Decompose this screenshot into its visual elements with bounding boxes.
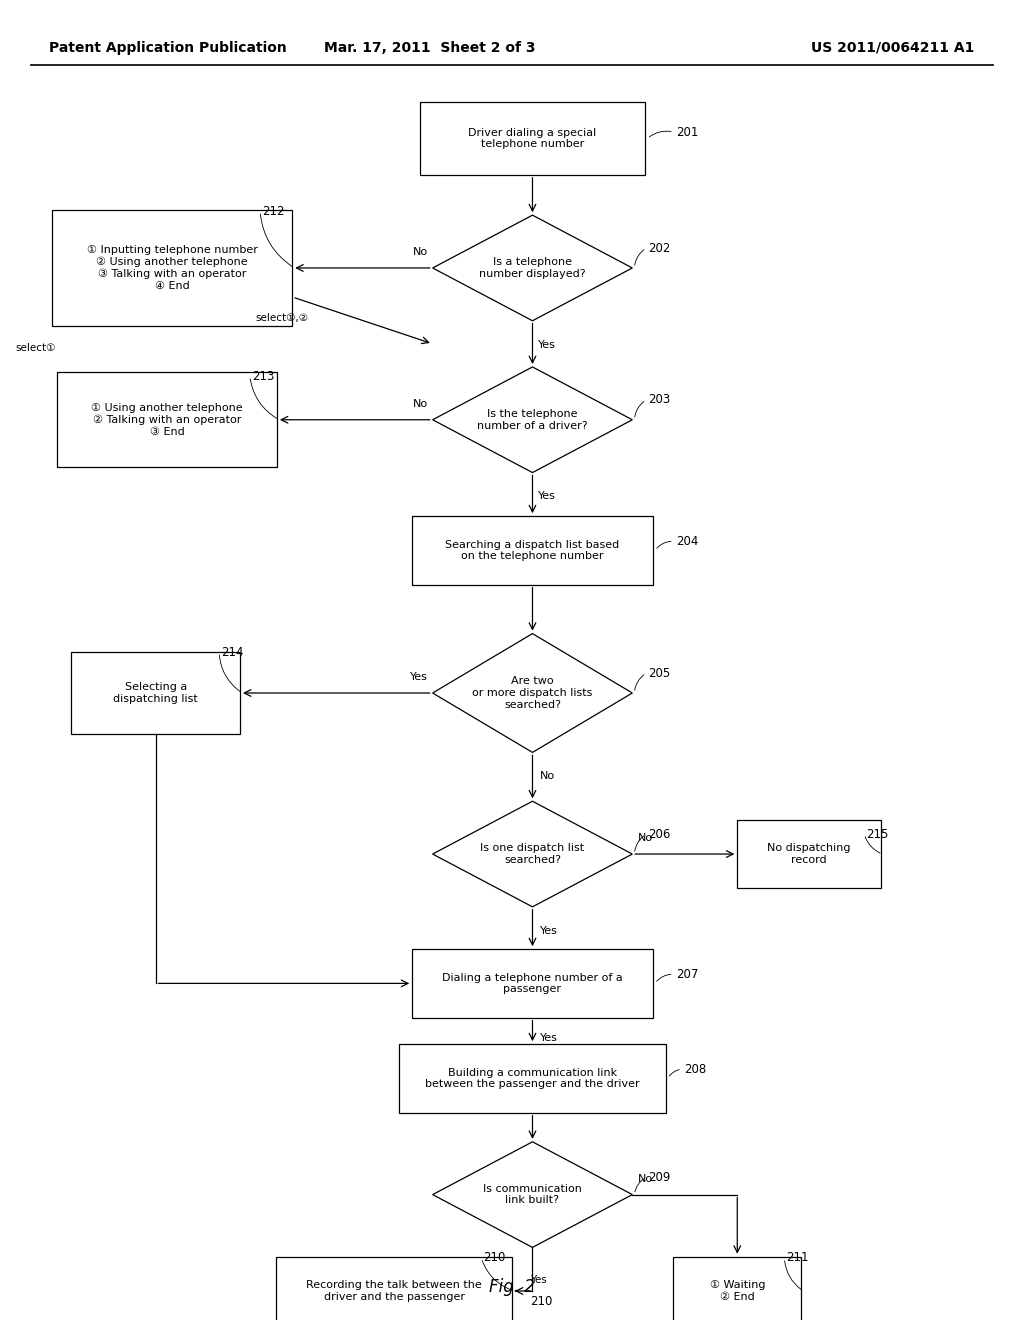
Text: No: No bbox=[637, 833, 652, 843]
Text: select①: select① bbox=[16, 343, 56, 354]
Text: Yes: Yes bbox=[538, 491, 555, 502]
FancyBboxPatch shape bbox=[737, 820, 881, 888]
Text: 210: 210 bbox=[483, 1251, 506, 1265]
Text: 207: 207 bbox=[676, 968, 698, 981]
Polygon shape bbox=[432, 367, 633, 473]
Text: 203: 203 bbox=[648, 393, 671, 407]
Text: 212: 212 bbox=[262, 205, 285, 218]
Text: No: No bbox=[413, 399, 428, 409]
Polygon shape bbox=[432, 634, 633, 752]
Text: Is one dispatch list
searched?: Is one dispatch list searched? bbox=[480, 843, 585, 865]
FancyBboxPatch shape bbox=[276, 1257, 512, 1320]
Text: Fig. 2: Fig. 2 bbox=[489, 1278, 535, 1296]
Text: Yes: Yes bbox=[540, 925, 557, 936]
Polygon shape bbox=[432, 801, 633, 907]
FancyBboxPatch shape bbox=[420, 103, 645, 174]
Text: No: No bbox=[413, 247, 428, 257]
Text: 201: 201 bbox=[676, 125, 698, 139]
Text: 209: 209 bbox=[648, 1171, 671, 1184]
Text: Are two
or more dispatch lists
searched?: Are two or more dispatch lists searched? bbox=[472, 676, 593, 710]
Text: 205: 205 bbox=[648, 667, 671, 680]
Polygon shape bbox=[432, 1142, 633, 1247]
Text: 208: 208 bbox=[684, 1063, 707, 1076]
Text: Is a telephone
number displayed?: Is a telephone number displayed? bbox=[479, 257, 586, 279]
Polygon shape bbox=[432, 215, 633, 321]
Text: No dispatching
record: No dispatching record bbox=[767, 843, 851, 865]
Text: Recording the talk between the
driver and the passenger: Recording the talk between the driver an… bbox=[306, 1280, 482, 1302]
Text: US 2011/0064211 A1: US 2011/0064211 A1 bbox=[811, 41, 975, 54]
Text: Yes: Yes bbox=[530, 1275, 547, 1286]
Text: Yes: Yes bbox=[410, 672, 428, 682]
Text: select①,②: select①,② bbox=[256, 313, 308, 323]
Text: Yes: Yes bbox=[540, 1032, 557, 1043]
Text: ① Using another telephone
② Talking with an operator
③ End: ① Using another telephone ② Talking with… bbox=[91, 403, 243, 437]
Text: Is the telephone
number of a driver?: Is the telephone number of a driver? bbox=[477, 409, 588, 430]
FancyBboxPatch shape bbox=[57, 372, 276, 467]
Text: 215: 215 bbox=[866, 828, 889, 841]
FancyBboxPatch shape bbox=[674, 1257, 801, 1320]
Text: Is communication
link built?: Is communication link built? bbox=[483, 1184, 582, 1205]
FancyBboxPatch shape bbox=[399, 1044, 666, 1113]
Text: Building a communication link
between the passenger and the driver: Building a communication link between th… bbox=[425, 1068, 640, 1089]
Text: Dialing a telephone number of a
passenger: Dialing a telephone number of a passenge… bbox=[442, 973, 623, 994]
Text: 210: 210 bbox=[530, 1295, 553, 1308]
Text: 214: 214 bbox=[221, 645, 244, 659]
Text: 213: 213 bbox=[252, 370, 274, 383]
Text: No: No bbox=[637, 1173, 652, 1184]
Text: 206: 206 bbox=[648, 828, 671, 841]
FancyBboxPatch shape bbox=[412, 949, 653, 1018]
Text: Selecting a
dispatching list: Selecting a dispatching list bbox=[114, 682, 198, 704]
Text: No: No bbox=[540, 771, 555, 781]
Text: 202: 202 bbox=[648, 242, 671, 255]
Text: Mar. 17, 2011  Sheet 2 of 3: Mar. 17, 2011 Sheet 2 of 3 bbox=[325, 41, 536, 54]
FancyBboxPatch shape bbox=[71, 652, 240, 734]
Text: Patent Application Publication: Patent Application Publication bbox=[49, 41, 287, 54]
FancyBboxPatch shape bbox=[412, 516, 653, 585]
Text: Yes: Yes bbox=[538, 339, 555, 350]
Text: ① Inputting telephone number
② Using another telephone
③ Talking with an operato: ① Inputting telephone number ② Using ano… bbox=[87, 246, 257, 290]
Text: Searching a dispatch list based
on the telephone number: Searching a dispatch list based on the t… bbox=[445, 540, 620, 561]
Text: ① Waiting
② End: ① Waiting ② End bbox=[710, 1280, 765, 1302]
FancyBboxPatch shape bbox=[52, 210, 293, 326]
Text: 211: 211 bbox=[786, 1251, 809, 1265]
Text: 204: 204 bbox=[676, 535, 698, 548]
Text: Driver dialing a special
telephone number: Driver dialing a special telephone numbe… bbox=[468, 128, 597, 149]
